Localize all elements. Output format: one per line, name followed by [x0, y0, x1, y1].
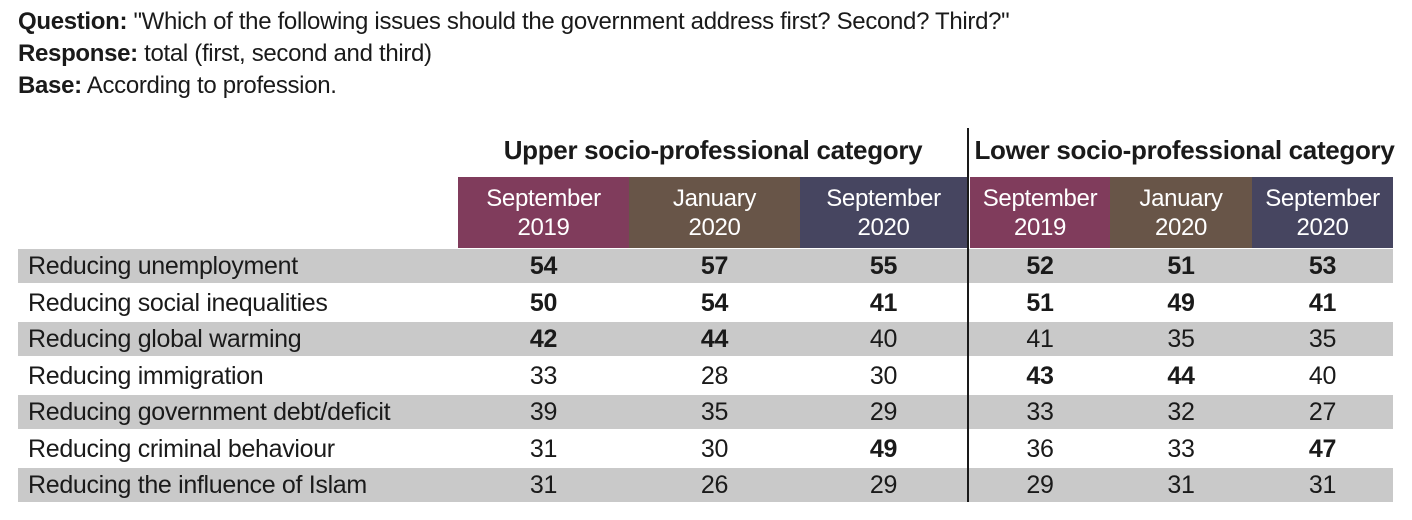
cell-value: 41	[1026, 325, 1054, 353]
cell-value: 35	[700, 398, 729, 426]
row-label: Reducing government debt/deficit	[28, 398, 391, 426]
cell-value: 57	[700, 252, 729, 280]
row-label: Reducing unemployment	[28, 252, 298, 280]
row-label: Reducing immigration	[28, 362, 264, 390]
table-row-influence-of-islam: Reducing the influence of Islam 31 26 29…	[18, 468, 1393, 502]
cell-value: 33	[1026, 398, 1054, 426]
column-header-upper-september-2019: September 2019	[458, 177, 629, 248]
column-header-year: 2019	[517, 213, 570, 241]
table-row-global-warming: Reducing global warming 42 44 40 41 35 3…	[18, 322, 1393, 356]
row-label: Reducing criminal behaviour	[28, 435, 335, 463]
cell-value: 43	[1026, 362, 1054, 390]
response-line: Response: total (first, second and third…	[18, 38, 1009, 70]
column-header-month: January	[672, 184, 757, 212]
cell-value: 27	[1308, 398, 1337, 426]
cell-value: 31	[529, 471, 558, 499]
cell-value: 55	[869, 252, 898, 280]
base-text: According to profession.	[81, 72, 337, 99]
cell-value: 36	[1026, 435, 1054, 463]
cell-value: 40	[1308, 362, 1337, 390]
table-row-government-debt: Reducing government debt/deficit 39 35 2…	[18, 395, 1393, 429]
cell-value: 50	[529, 289, 558, 317]
cell-value: 30	[869, 362, 898, 390]
cell-value: 30	[700, 435, 729, 463]
column-header-month: September	[982, 184, 1098, 212]
cell-value: 44	[700, 325, 729, 353]
base-line: Base: According to profession.	[18, 70, 1009, 102]
group-header-upper: Upper socio-professional category	[503, 134, 923, 165]
cell-value: 49	[1167, 289, 1195, 317]
column-header-year: 2020	[1154, 213, 1208, 241]
cell-value: 54	[529, 252, 558, 280]
table-row-unemployment: Reducing unemployment 54 57 55 52 51 53	[18, 249, 1393, 283]
cell-value: 26	[700, 471, 729, 499]
question-label: Question:	[18, 8, 128, 35]
cell-value: 41	[869, 289, 898, 317]
table-row-immigration: Reducing immigration 33 28 30 43 44 40	[18, 359, 1393, 393]
column-header-year: 2020	[1296, 213, 1349, 241]
row-label: Reducing the influence of Islam	[28, 471, 367, 499]
cell-value: 51	[1167, 252, 1195, 280]
cell-value: 49	[869, 435, 898, 463]
row-label: Reducing global warming	[28, 325, 302, 353]
cell-value: 31	[1308, 471, 1337, 499]
cell-value: 29	[869, 398, 898, 426]
intro-text-block: Question: "Which of the following issues…	[18, 6, 1010, 102]
question-text: "Which of the following issues should th…	[127, 8, 1010, 35]
cell-value: 31	[529, 435, 558, 463]
cell-value: 53	[1308, 252, 1337, 280]
column-header-year: 2019	[1013, 213, 1067, 241]
row-label: Reducing social inequalities	[28, 289, 328, 317]
column-header-year: 2020	[857, 213, 910, 241]
column-header-month: September	[486, 184, 601, 212]
cell-value: 41	[1308, 289, 1337, 317]
cell-value: 39	[529, 398, 558, 426]
cell-value: 52	[1026, 252, 1054, 280]
cell-value: 47	[1308, 435, 1337, 463]
cell-value: 31	[1167, 471, 1195, 499]
cell-value: 44	[1167, 362, 1195, 390]
cell-value: 33	[529, 362, 558, 390]
column-header-lower-september-2020: September 2020	[1252, 177, 1393, 248]
group-divider-line	[967, 128, 969, 502]
response-text: total (first, second and third)	[137, 40, 432, 67]
table-row-social-inequalities: Reducing social inequalities 50 54 41 51…	[18, 286, 1393, 320]
cell-value: 42	[529, 325, 558, 353]
column-header-lower-january-2020: January 2020	[1110, 177, 1252, 248]
column-header-year: 2020	[688, 213, 741, 241]
cell-value: 29	[869, 471, 898, 499]
column-header-month: September	[1265, 184, 1380, 212]
cell-value: 51	[1026, 289, 1054, 317]
column-header-lower-september-2019: September 2019	[970, 177, 1110, 248]
response-label: Response:	[18, 40, 138, 67]
cell-value: 29	[1026, 471, 1054, 499]
cell-value: 35	[1308, 325, 1337, 353]
column-header-month: January	[1139, 184, 1223, 212]
base-label: Base:	[18, 72, 82, 99]
cell-value: 54	[700, 289, 729, 317]
column-header-upper-january-2020: January 2020	[629, 177, 800, 248]
cell-value: 33	[1167, 435, 1195, 463]
column-header-month: September	[826, 184, 941, 212]
cell-value: 35	[1167, 325, 1195, 353]
question-line: Question: "Which of the following issues…	[18, 6, 1010, 38]
group-header-lower: Lower socio-professional category	[974, 134, 1395, 165]
table-row-criminal-behaviour: Reducing criminal behaviour 31 30 49 36 …	[18, 432, 1393, 466]
cell-value: 40	[869, 325, 898, 353]
cell-value: 28	[700, 362, 729, 390]
cell-value: 32	[1167, 398, 1195, 426]
column-header-upper-september-2020: September 2020	[800, 177, 967, 248]
